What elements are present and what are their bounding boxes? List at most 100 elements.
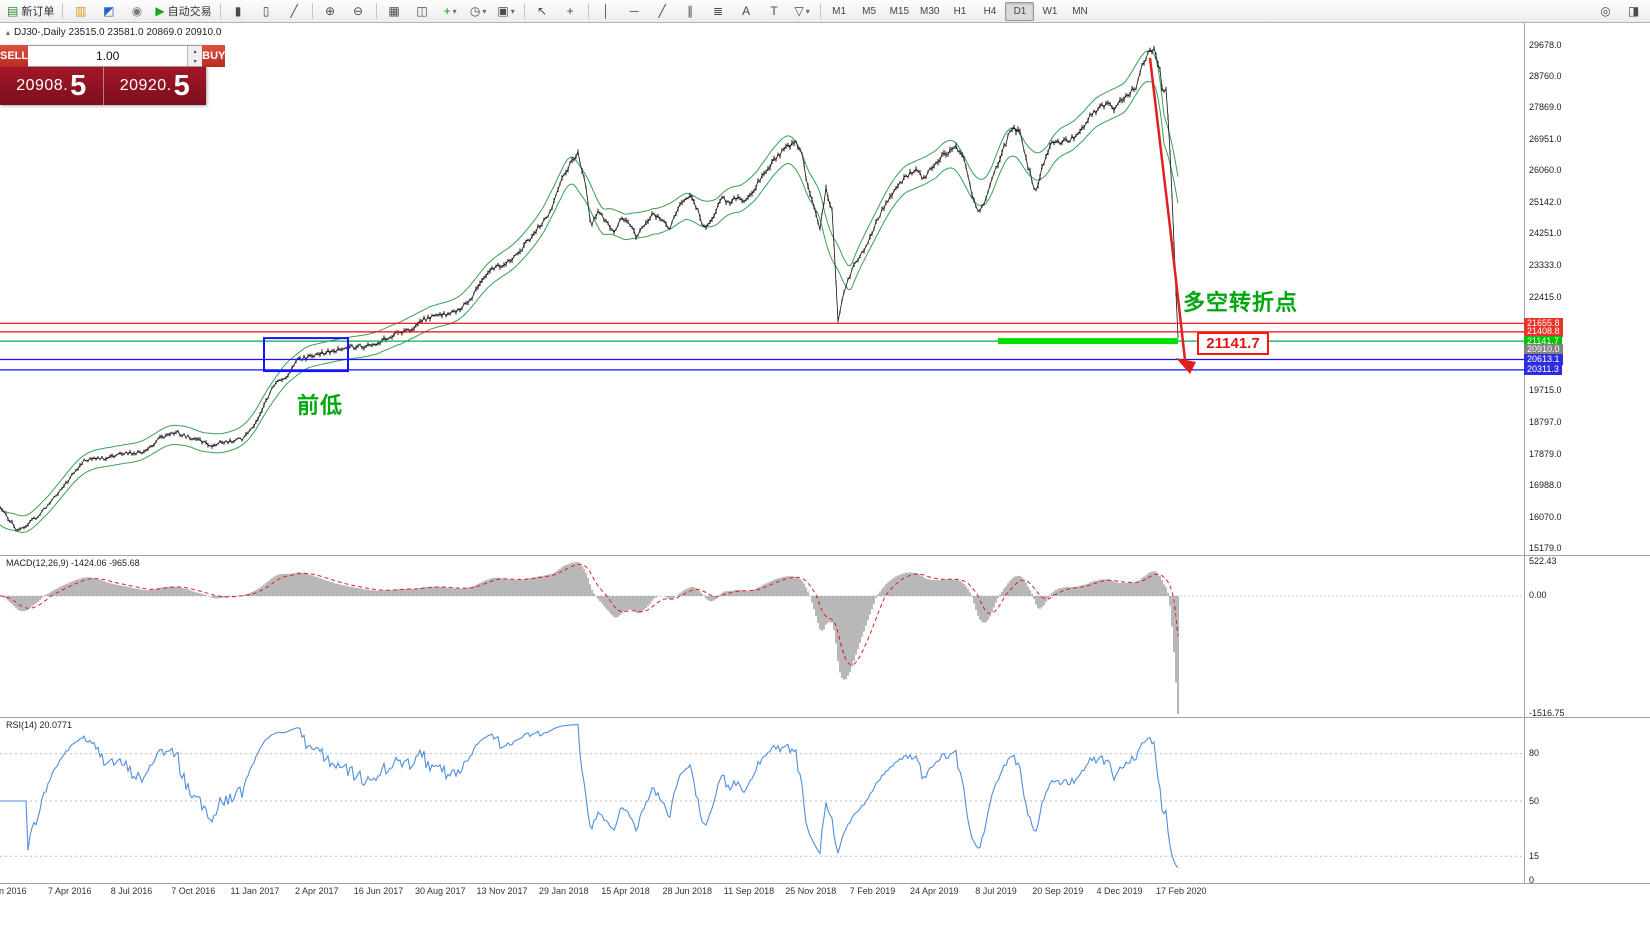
timeframe-m1-button[interactable]: M1	[832, 5, 847, 17]
channel-button[interactable]: ∥	[677, 1, 704, 22]
price-axis-label: 23333.0	[1529, 259, 1562, 270]
support-highlight-line[interactable]	[998, 338, 1178, 345]
turning-point-annotation[interactable]: 多空转折点	[1183, 290, 1299, 315]
date-axis-label: 16 Jun 2017	[353, 886, 404, 896]
trendline-button[interactable]: ╱	[649, 1, 676, 22]
date-axis-label: 30 Aug 2017	[415, 886, 466, 896]
toolbar-separator	[587, 3, 589, 19]
cursor-button[interactable]: ↖	[529, 1, 556, 22]
date-axis-label: 13 Nov 2017	[476, 886, 528, 896]
volume-input[interactable]	[28, 46, 188, 66]
crosshair-button[interactable]: +	[557, 1, 584, 22]
channel-icon: ∥	[687, 4, 694, 18]
autotrading-button[interactable]: ▶ 自动交易	[151, 1, 215, 22]
date-axis-label: 7 Oct 2016	[171, 886, 216, 896]
price-axis-tag: 21408.8	[1524, 326, 1563, 338]
candlestick-chart-button[interactable]: ▯	[253, 1, 280, 22]
trendline-icon: ╱	[658, 4, 666, 18]
date-axis-label: Jan 2016	[0, 886, 27, 896]
dropdown-arrow-icon: ▾	[452, 6, 457, 16]
tile-windows-button[interactable]: ◫	[409, 1, 436, 22]
price-chart[interactable]	[0, 22, 1524, 884]
window-icon: ◨	[1627, 4, 1640, 18]
buy-price[interactable]: 20920. 5	[104, 67, 207, 105]
timeframe-m30-button[interactable]: M30	[920, 5, 940, 17]
pane-separator-rsi[interactable]	[0, 717, 1650, 718]
bar-chart-button[interactable]: ▮	[225, 1, 252, 22]
one-click-trading-panel: SELL ▴ ▾ BUY 20908.5 20920.5	[0, 45, 226, 105]
price-callout-label[interactable]: 21141.7	[1197, 332, 1269, 355]
timeframe-h4-button[interactable]: H4	[983, 5, 997, 17]
date-axis-label: 11 Sep 2018	[723, 886, 775, 896]
periods-button[interactable]: ◷ ▾	[465, 1, 492, 22]
autotrading-button-label: 自动交易	[167, 6, 212, 18]
price-axis-label: 26951.0	[1529, 134, 1562, 145]
volume-up-icon[interactable]: ▴	[188, 46, 203, 56]
vertical-line-button[interactable]: │	[593, 1, 620, 22]
date-axis-label: 24 Apr 2019	[910, 886, 959, 896]
zoom-in-button[interactable]: ⊕	[317, 1, 344, 22]
date-axis-separator	[0, 883, 1650, 884]
new-order-button-label: 新订单	[21, 6, 55, 18]
chart-ohlc-text: DJ30-,Daily 23515.0 23581.0 20869.0 2091…	[14, 27, 222, 38]
price-axis-label: 29678.0	[1529, 39, 1562, 50]
date-axis-label: 7 Apr 2016	[48, 886, 92, 896]
previous-low-annotation[interactable]: 前低	[297, 393, 344, 418]
indicators-button[interactable]: + ▾	[437, 1, 464, 22]
trend-arrow-head	[1176, 358, 1196, 374]
market-watch-button[interactable]: ▥	[67, 1, 94, 22]
price-axis: 29678.0 28760.0 27869.0 26951.0 26060.0 25142…	[1524, 0, 1650, 948]
fibonacci-button[interactable]: ≣	[705, 1, 732, 22]
timeframe-d1-button[interactable]: D1	[1005, 1, 1035, 21]
price-axis-tag: 21655.8	[1524, 317, 1563, 329]
timeframe-mn-button[interactable]: MN	[1072, 5, 1088, 17]
data-window-button[interactable]: ◩	[95, 1, 122, 22]
line-chart-button[interactable]: ╱	[281, 1, 308, 22]
new-order-button[interactable]: ▤ 新订单	[3, 1, 58, 22]
trend-arrow[interactable]	[1148, 57, 1187, 361]
tile-windows-icon: ◫	[416, 4, 428, 18]
consolidation-rectangle[interactable]	[263, 337, 349, 373]
zoom-out-icon: ⊖	[353, 4, 364, 18]
window-button[interactable]: ◨	[1620, 1, 1647, 22]
arrows-button[interactable]: ▽ ▾	[789, 1, 816, 22]
volume-down-icon[interactable]: ▾	[188, 56, 203, 66]
timeframe-w1-button[interactable]: W1	[1042, 5, 1058, 17]
indicators-icon: +	[443, 4, 451, 18]
search-button[interactable]: ◎	[1592, 1, 1619, 22]
vertical-line-icon: │	[602, 4, 610, 18]
autotrading-icon: ▶	[155, 4, 165, 18]
text-button[interactable]: A	[733, 1, 760, 22]
buy-button[interactable]: BUY	[202, 45, 226, 67]
candlestick-chart-icon: ▯	[262, 4, 270, 18]
pane-separator-macd[interactable]	[0, 555, 1650, 556]
buy-price-main: 20920.	[119, 77, 172, 94]
timeframe-m5-button[interactable]: M5	[862, 5, 877, 17]
rsi-axis-label: 50	[1529, 795, 1540, 806]
zoom-out-button[interactable]: ⊖	[345, 1, 372, 22]
horizontal-line-button[interactable]: ─	[621, 1, 648, 22]
date-axis-label: 29 Jan 2018	[539, 886, 589, 896]
grid-button[interactable]: ▦	[381, 1, 408, 22]
envelope-band-upper	[0, 50, 1179, 517]
macd-histogram	[1, 562, 1179, 714]
toolbar-separator	[819, 3, 821, 19]
trade-panel-controls: SELL ▴ ▾ BUY	[0, 45, 226, 67]
templates-button[interactable]: ▣ ▾	[493, 1, 520, 22]
cursor-icon: ↖	[537, 4, 548, 18]
bar-chart-icon: ▮	[234, 4, 242, 18]
date-axis-label: 7 Feb 2019	[849, 886, 896, 896]
text-label-button[interactable]: T	[761, 1, 788, 22]
macd-axis-label: 0.00	[1529, 590, 1547, 600]
periods-icon: ◷	[469, 4, 481, 18]
sell-price[interactable]: 20908. 5	[0, 67, 104, 105]
price-axis-tag: 21141.7	[1524, 335, 1562, 347]
timeframe-h1-button[interactable]: H1	[953, 5, 967, 17]
chart-ohlc-info: ▴ DJ30-,Daily 23515.0 23581.0 20869.0 209…	[6, 27, 221, 38]
strategy-info-button[interactable]: ◉	[123, 1, 150, 22]
sell-button[interactable]: SELL	[0, 45, 29, 67]
price-axis-label: 17879.0	[1529, 448, 1562, 459]
price-axis-label: 27869.0	[1529, 102, 1562, 113]
text-icon: A	[742, 4, 751, 18]
timeframe-m15-button[interactable]: M15	[889, 5, 910, 17]
